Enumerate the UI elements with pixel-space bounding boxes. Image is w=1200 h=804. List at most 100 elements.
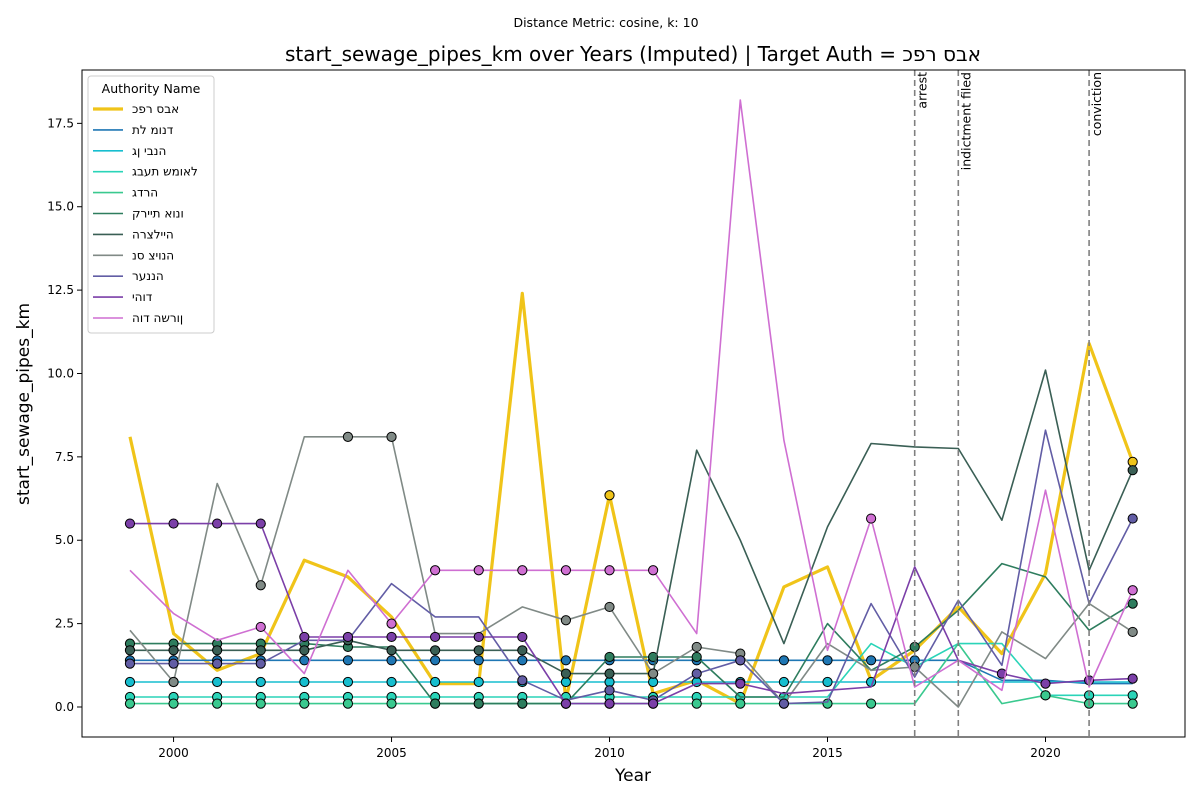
- legend-entry: הננער: [93, 269, 164, 283]
- event-label: arrest: [915, 72, 930, 109]
- series-line: [129, 435, 1134, 708]
- legend-entries: אבס רפכ דנומ לת הנבי ןג לאומש תעבג הרדג ונוא …: [93, 102, 198, 325]
- legend-label: הננער: [132, 269, 164, 283]
- imputed-point: [1127, 585, 1138, 596]
- imputed-point: [648, 698, 659, 709]
- imputed-point: [386, 431, 397, 442]
- imputed-point: [1040, 690, 1051, 701]
- imputed-point: [473, 698, 484, 709]
- imputed-point: [996, 668, 1007, 679]
- x-tick-label: 2010: [594, 746, 625, 760]
- imputed-point: [212, 658, 223, 669]
- imputed-point: [342, 676, 354, 688]
- imputed-point: [735, 655, 746, 666]
- imputed-point: [604, 601, 615, 613]
- y-tick-label: 10.0: [47, 366, 74, 380]
- imputed-point: [1127, 465, 1138, 476]
- imputed-point: [299, 631, 310, 643]
- imputed-point: [168, 698, 179, 709]
- imputed-point: [124, 676, 136, 688]
- imputed-point: [473, 565, 484, 576]
- series-line: [130, 369, 1134, 675]
- imputed-point: [604, 490, 615, 501]
- imputed-point: [168, 645, 179, 656]
- legend-label: לאומש תעבג: [132, 165, 198, 179]
- imputed-point: [342, 698, 354, 709]
- legend-entry: דוהי: [93, 290, 153, 304]
- series-line: [130, 429, 1134, 705]
- imputed-point: [604, 668, 615, 679]
- imputed-point: [778, 698, 790, 709]
- series-line: [128, 291, 1135, 706]
- imputed-point: [866, 513, 877, 524]
- event-label: conviction: [1089, 72, 1104, 136]
- event-layer: arrest indictment filed conviction: [913, 70, 1104, 737]
- imputed-point: [386, 698, 397, 709]
- event-label: indictment filed: [958, 72, 973, 170]
- imputed-point: [430, 645, 441, 656]
- imputed-point: [473, 645, 484, 656]
- imputed-point: [560, 615, 572, 626]
- imputed-point: [648, 676, 659, 688]
- suptitle: Distance Metric: cosine, k: 10: [513, 15, 698, 30]
- imputed-point: [604, 685, 615, 696]
- legend-label: הנבי ןג: [132, 144, 166, 158]
- legend-entry: ןורשה דוה: [93, 311, 183, 325]
- imputed-point: [124, 698, 136, 709]
- imputed-point: [255, 621, 266, 633]
- legend-label: דנומ לת: [132, 123, 174, 137]
- legend-entry: היילצרה: [93, 227, 174, 241]
- series-layer: [124, 99, 1138, 709]
- imputed-point: [473, 631, 484, 643]
- series-line: [129, 99, 1134, 692]
- y-tick-label: 0.0: [55, 700, 74, 714]
- imputed-point: [386, 631, 397, 643]
- imputed-point: [342, 655, 354, 666]
- imputed-point: [299, 698, 310, 709]
- imputed-point: [560, 676, 572, 688]
- imputed-point: [168, 658, 179, 669]
- imputed-point: [1127, 513, 1138, 524]
- chart-title: start_sewage_pipes_km over Years (Impute…: [285, 42, 981, 66]
- imputed-point: [866, 698, 877, 709]
- imputed-point: [299, 645, 310, 656]
- y-tick-label: 17.5: [47, 116, 74, 130]
- y-tick-label: 2.5: [55, 617, 74, 631]
- imputed-point: [691, 668, 702, 679]
- imputed-point: [299, 676, 310, 688]
- imputed-point: [822, 655, 833, 666]
- legend-label: אבס רפכ: [132, 102, 179, 116]
- imputed-point: [255, 518, 266, 529]
- x-axis-label: Year: [614, 766, 651, 786]
- imputed-point: [604, 698, 615, 709]
- imputed-point: [430, 631, 441, 643]
- imputed-point: [255, 658, 266, 669]
- imputed-point: [342, 431, 354, 442]
- x-tick-label: 2015: [812, 746, 843, 760]
- imputed-point: [430, 565, 441, 576]
- imputed-point: [778, 676, 790, 688]
- legend-entry: הנויצ סנ: [93, 248, 174, 262]
- imputed-point: [517, 645, 528, 656]
- imputed-point: [517, 675, 528, 686]
- y-tick-label: 5.0: [55, 533, 74, 547]
- imputed-point: [430, 676, 441, 688]
- series-8: [129, 431, 1138, 708]
- legend-label: הנויצ סנ: [132, 248, 174, 262]
- legend-box: [87, 75, 215, 334]
- imputed-point: [735, 698, 746, 709]
- legend-label: ןורשה דוה: [132, 311, 183, 325]
- series-line: [130, 659, 1133, 685]
- y-tick-label: 7.5: [55, 450, 74, 464]
- imputed-point: [560, 655, 572, 666]
- imputed-point: [1127, 690, 1138, 701]
- plot-area: arrest indictment filed conviction: [81, 69, 1186, 738]
- legend-entry: הנבי ןג: [93, 144, 166, 158]
- imputed-point: [822, 676, 833, 688]
- imputed-point: [386, 655, 397, 666]
- imputed-point: [778, 655, 790, 666]
- imputed-point: [735, 678, 746, 689]
- series-11: [129, 99, 1138, 692]
- imputed-point: [604, 565, 615, 576]
